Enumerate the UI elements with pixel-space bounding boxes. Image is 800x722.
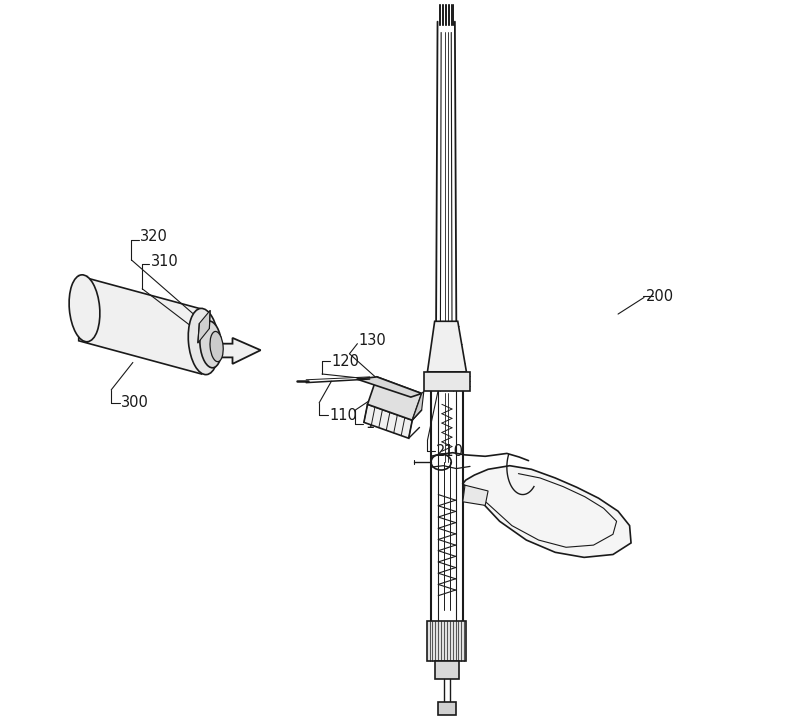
Text: 210: 210	[436, 444, 464, 458]
Polygon shape	[364, 404, 412, 438]
Polygon shape	[412, 391, 424, 420]
Text: 310: 310	[151, 254, 178, 269]
Text: 320: 320	[140, 230, 168, 244]
Polygon shape	[198, 310, 210, 343]
Polygon shape	[463, 485, 488, 505]
Polygon shape	[221, 338, 261, 364]
Polygon shape	[438, 702, 455, 715]
Polygon shape	[427, 321, 466, 372]
Polygon shape	[434, 661, 459, 679]
Ellipse shape	[188, 308, 219, 375]
Polygon shape	[424, 372, 470, 391]
Text: 300: 300	[122, 396, 149, 410]
Text: 130: 130	[359, 334, 386, 348]
Ellipse shape	[210, 331, 223, 362]
Text: 110: 110	[330, 408, 357, 422]
Polygon shape	[463, 466, 631, 557]
Ellipse shape	[200, 321, 222, 367]
Ellipse shape	[69, 275, 100, 342]
Polygon shape	[367, 377, 422, 420]
Polygon shape	[427, 621, 466, 661]
Text: 100: 100	[366, 417, 394, 431]
Polygon shape	[78, 276, 202, 374]
Text: 200: 200	[646, 289, 674, 303]
Text: 120: 120	[331, 354, 359, 368]
Polygon shape	[357, 377, 422, 397]
